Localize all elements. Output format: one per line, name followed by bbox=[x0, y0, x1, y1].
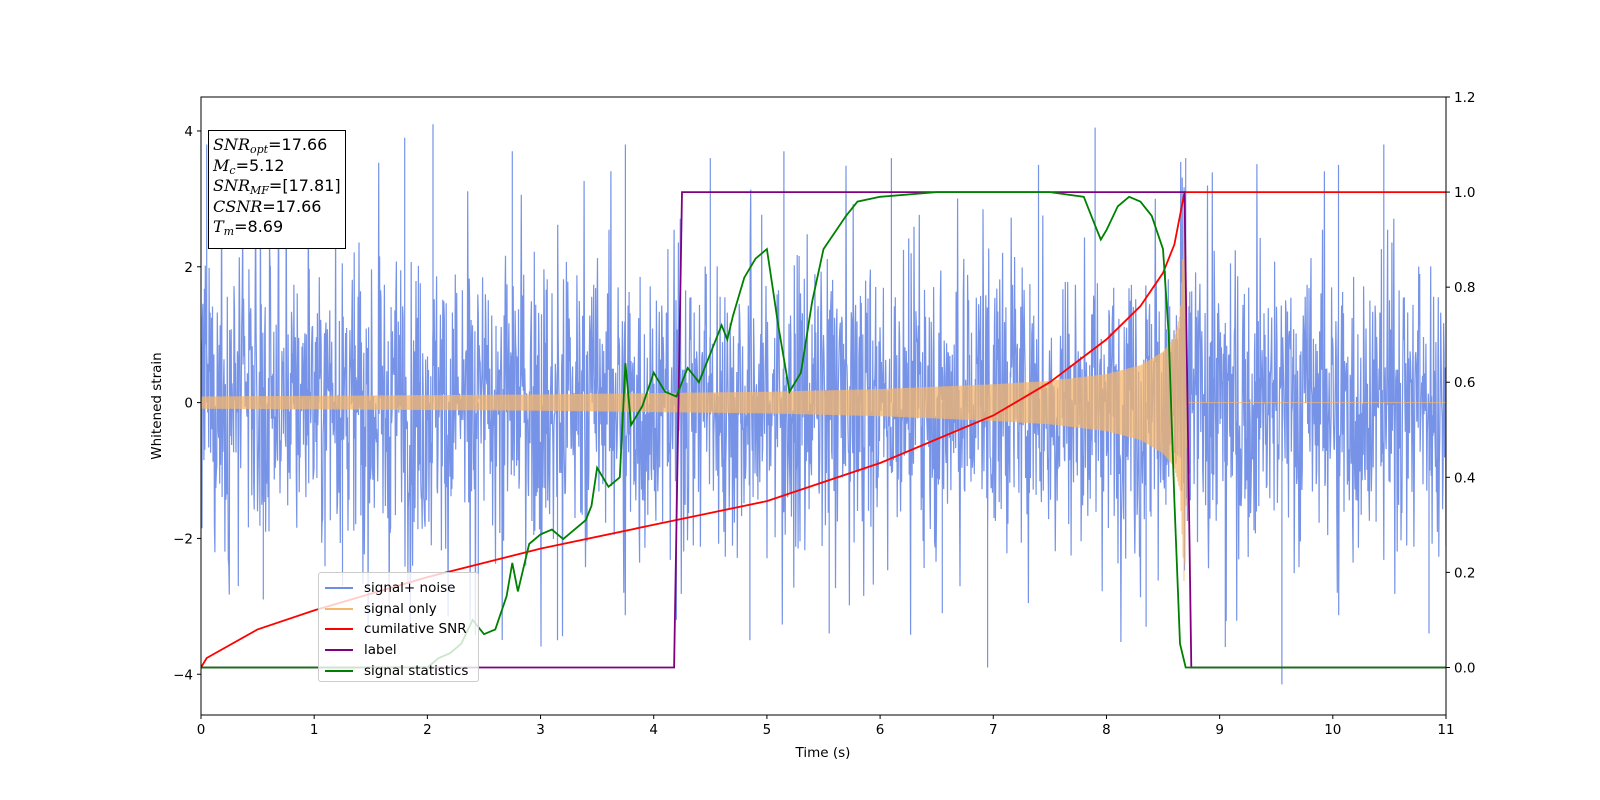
x-tick-label: 2 bbox=[423, 722, 432, 738]
chirp-mass-value: =5.12 bbox=[235, 155, 285, 175]
y-tick-label: 4 bbox=[184, 124, 193, 140]
legend-label-signal-statistics: signal statistics bbox=[364, 662, 469, 679]
x-tick-label: 10 bbox=[1324, 722, 1341, 738]
y2-tick-label: 0.6 bbox=[1454, 375, 1475, 391]
legend-item-label: label bbox=[325, 640, 478, 661]
x-axis-label: Time (s) bbox=[795, 745, 851, 761]
x-tick-label: 9 bbox=[1215, 722, 1224, 738]
chart-legend: signal+ noise signal only cumilative SNR… bbox=[318, 572, 479, 682]
series-signal-statistics-line bbox=[201, 191, 1446, 669]
legend-swatch-label bbox=[325, 649, 353, 652]
y2-tick-label: 0.8 bbox=[1454, 280, 1475, 296]
metrics-annotation-box: SNRopt=17.66 Mc=5.12 SNRMF=[17.81] CSNR=… bbox=[208, 130, 346, 249]
legend-item-cumulative-snr: cumilative SNR bbox=[325, 619, 478, 640]
series-cumulative-snr-line bbox=[201, 191, 1446, 668]
x-tick-label: 8 bbox=[1102, 722, 1111, 738]
legend-item-signal-only: signal only bbox=[325, 599, 478, 620]
y2-tick-label: 0.2 bbox=[1454, 565, 1475, 581]
y-tick-label: −4 bbox=[173, 667, 193, 683]
y2-tick-label: 1.0 bbox=[1454, 185, 1475, 201]
series-signal-only-line bbox=[201, 212, 1446, 582]
series-signal-noise-line bbox=[201, 124, 1446, 685]
ticks-layer: 0 1 2 3 4 5 6 7 8 9 10 11 −4 −2 0 2 4 0.0 0.2 0.4 0.6 0.8 1.0 1… bbox=[173, 90, 1475, 738]
y-tick-label: 2 bbox=[184, 260, 193, 276]
x-tick-label: 3 bbox=[536, 722, 545, 738]
snr-mf-line: SNRMF=[17.81] bbox=[213, 176, 341, 197]
legend-swatch-signal-noise bbox=[325, 587, 353, 590]
legend-swatch-signal-only bbox=[325, 607, 353, 610]
x-tick-label: 5 bbox=[763, 722, 772, 738]
y2-tick-label: 0.0 bbox=[1454, 660, 1475, 676]
plot-frame bbox=[200, 96, 1447, 716]
x-tick-label: 4 bbox=[649, 722, 658, 738]
merger-time-line: Tm=8.69 bbox=[213, 217, 284, 238]
snr-opt-line: SNRopt=17.66 bbox=[213, 135, 328, 156]
merger-time-value: =8.69 bbox=[234, 217, 284, 236]
snr-opt-value: =17.66 bbox=[268, 135, 328, 154]
series-layer bbox=[201, 124, 1446, 685]
y2-tick-label: 1.2 bbox=[1454, 90, 1475, 106]
x-tick-label: 7 bbox=[989, 722, 998, 738]
legend-label-cumulative-snr: cumilative SNR bbox=[364, 621, 467, 638]
snr-mf-value: =[17.81] bbox=[268, 176, 341, 195]
x-tick-label: 6 bbox=[876, 722, 885, 738]
x-tick-label: 11 bbox=[1437, 722, 1454, 738]
csnr-value: =17.66 bbox=[262, 196, 322, 216]
legend-item-signal-noise: signal+ noise bbox=[325, 578, 478, 599]
x-tick-label: 1 bbox=[310, 722, 319, 738]
y-tick-label: 0 bbox=[184, 396, 193, 412]
legend-label-signal-noise: signal+ noise bbox=[364, 580, 456, 597]
y2-tick-label: 0.4 bbox=[1454, 470, 1475, 486]
legend-swatch-cumulative-snr bbox=[325, 628, 353, 631]
legend-item-signal-statistics: signal statistics bbox=[325, 660, 478, 681]
csnr-line: CSNR=17.66 bbox=[213, 196, 322, 216]
legend-label-signal-only: signal only bbox=[364, 600, 437, 617]
chirp-mass-line: Mc=5.12 bbox=[213, 155, 285, 177]
legend-label-label: label bbox=[364, 642, 397, 659]
legend-swatch-signal-statistics bbox=[325, 669, 353, 672]
y-tick-label: −2 bbox=[173, 531, 193, 547]
x-tick-label: 0 bbox=[197, 722, 206, 738]
y-axis-label: Whitened strain bbox=[149, 352, 165, 459]
